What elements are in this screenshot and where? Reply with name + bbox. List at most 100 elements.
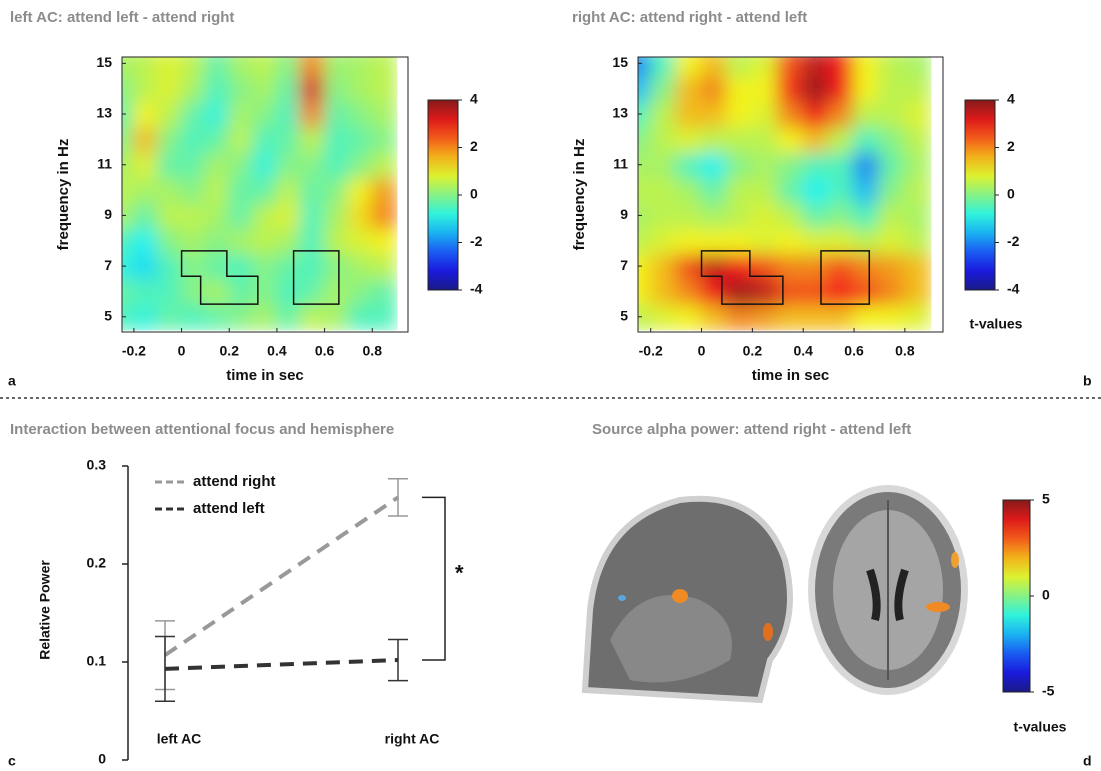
heatmap-cell: [204, 176, 230, 203]
heatmap-cell: [726, 303, 753, 330]
heatmap-cell: [347, 75, 373, 102]
panel-title: Interaction between attentional focus an…: [10, 421, 394, 438]
heatmap-cell: [726, 151, 753, 178]
heatmap-cell: [828, 50, 855, 77]
heatmap-cell: [726, 126, 753, 153]
heatmap-cell: [157, 278, 183, 305]
heatmap-cell: [701, 50, 728, 77]
heatmap-cell: [878, 176, 905, 203]
heatmap-cell: [828, 252, 855, 279]
heatmap-cell: [347, 176, 373, 203]
y-tick-label: 9: [104, 206, 112, 222]
heatmap-cell: [276, 50, 302, 77]
heatmap-cell: [751, 126, 778, 153]
heatmap-cell: [157, 176, 183, 203]
heatmap-cell: [300, 151, 326, 178]
heatmap-cell: [324, 252, 350, 279]
x-tick-label: left AC: [157, 731, 202, 747]
heatmap-cell: [347, 303, 373, 330]
heatmap-cell: [276, 75, 302, 102]
heatmap-cell: [878, 100, 905, 127]
heatmap-cell: [204, 100, 230, 127]
heatmap-cell: [828, 303, 855, 330]
heatmap-cell: [347, 278, 373, 305]
heatmap-cell: [853, 176, 880, 203]
heatmap-cell: [276, 252, 302, 279]
heatmap: [109, 50, 397, 331]
heatmap-cell: [133, 202, 159, 229]
colorbar: [1003, 500, 1030, 692]
x-tick-label: 0: [698, 343, 706, 359]
heatmap-cell: [701, 126, 728, 153]
heatmap-cell: [650, 227, 677, 254]
heatmap-cell: [300, 126, 326, 153]
heatmap-cell: [204, 75, 230, 102]
heatmap-cell: [276, 126, 302, 153]
heatmap-cell: [181, 202, 207, 229]
y-tick-label: 7: [104, 257, 112, 273]
heatmap-cell: [650, 303, 677, 330]
heatmap-cell: [324, 202, 350, 229]
x-tick-label: -0.2: [122, 343, 146, 359]
heatmap-cell: [650, 75, 677, 102]
heatmap-cell: [252, 50, 278, 77]
heatmap-cell: [675, 50, 702, 77]
heatmap-cell: [181, 126, 207, 153]
heatmap-cell: [701, 176, 728, 203]
heatmap-cell: [324, 100, 350, 127]
y-tick-label: 13: [612, 105, 628, 121]
heatmap-cell: [300, 303, 326, 330]
heatmap-cell: [133, 151, 159, 178]
x-tick-label: 0.2: [743, 343, 763, 359]
x-tick-label: 0.2: [220, 343, 240, 359]
heatmap-cell: [701, 75, 728, 102]
brain-images: [585, 485, 968, 700]
y-tick-label: 11: [613, 155, 628, 171]
heatmap-cell: [371, 126, 397, 153]
heatmap-cell: [650, 278, 677, 305]
heatmap-cell: [904, 50, 931, 77]
y-tick-label: 15: [96, 54, 112, 70]
heatmap-cell: [675, 75, 702, 102]
heatmap-cell: [878, 252, 905, 279]
y-tick-label: 0.1: [87, 653, 107, 669]
heatmap-cell: [751, 227, 778, 254]
y-axis-label: frequency in Hz: [55, 139, 72, 251]
heatmap: [624, 50, 931, 331]
heatmap-cell: [204, 303, 230, 330]
heatmap-cell: [802, 50, 829, 77]
heatmap-cell: [802, 176, 829, 203]
heatmap-cell: [726, 75, 753, 102]
heatmap-cell: [228, 278, 254, 305]
x-tick-label: 0.4: [793, 343, 813, 359]
heatmap-cell: [675, 126, 702, 153]
colorbar-tick-label: 0: [1007, 186, 1015, 202]
y-tick-label: 15: [612, 54, 628, 70]
heatmap-cell: [802, 100, 829, 127]
heatmap-cell: [675, 252, 702, 279]
colorbar-label: t-values: [1014, 719, 1067, 735]
panel-letter: a: [8, 373, 16, 389]
heatmap-cell: [252, 151, 278, 178]
heatmap-cell: [157, 227, 183, 254]
heatmap-clip: [624, 50, 931, 331]
heatmap-cell: [675, 176, 702, 203]
heatmap-cell: [726, 50, 753, 77]
heatmap-cell: [300, 278, 326, 305]
x-tick-label: 0.6: [844, 343, 864, 359]
heatmap-cell: [904, 202, 931, 229]
heatmap-cell: [133, 50, 159, 77]
heatmap-cell: [726, 176, 753, 203]
heatmap-cell: [675, 303, 702, 330]
heatmap-cell: [701, 303, 728, 330]
heatmap-cell: [181, 176, 207, 203]
legend-label: attend right: [193, 473, 276, 490]
heatmap-cell: [751, 278, 778, 305]
heatmap-cell: [228, 227, 254, 254]
heatmap-cell: [751, 75, 778, 102]
significance-bracket: [422, 497, 445, 660]
x-tick-label: 0.8: [895, 343, 915, 359]
heatmap-cell: [726, 278, 753, 305]
line: [165, 660, 398, 669]
heatmap-cell: [204, 278, 230, 305]
